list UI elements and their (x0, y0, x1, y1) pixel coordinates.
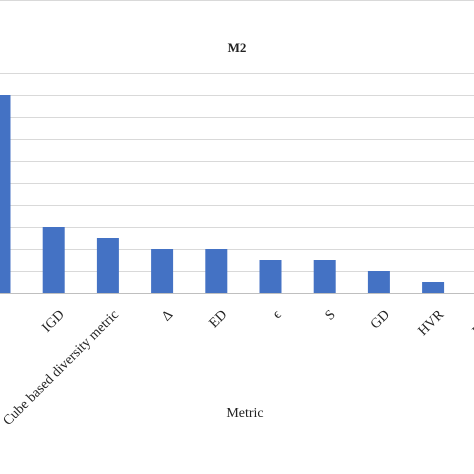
x-tick-label: ϵ (270, 307, 285, 322)
bar (0, 95, 11, 293)
bars (0, 95, 445, 293)
bar (259, 260, 282, 293)
gridlines (0, 73, 474, 294)
x-tick-label: HVR (416, 307, 448, 339)
bar (205, 249, 228, 293)
bar (367, 271, 390, 293)
x-tick-label: S (323, 307, 339, 323)
bar (422, 282, 445, 293)
bar (313, 260, 336, 293)
bar (151, 249, 174, 293)
bar (42, 227, 65, 293)
x-tick-label: IGD (40, 307, 68, 335)
chart-title: M2 (228, 40, 247, 55)
x-tick-label: NDC (470, 307, 474, 339)
x-tick-label: ED (207, 307, 231, 331)
x-tick-label: Δ (159, 307, 176, 324)
x-tick-label: Cube based diversity metric (1, 307, 122, 428)
x-tick-label: GD (368, 307, 393, 332)
bar (96, 238, 119, 293)
x-axis-title: Metric (226, 406, 263, 421)
